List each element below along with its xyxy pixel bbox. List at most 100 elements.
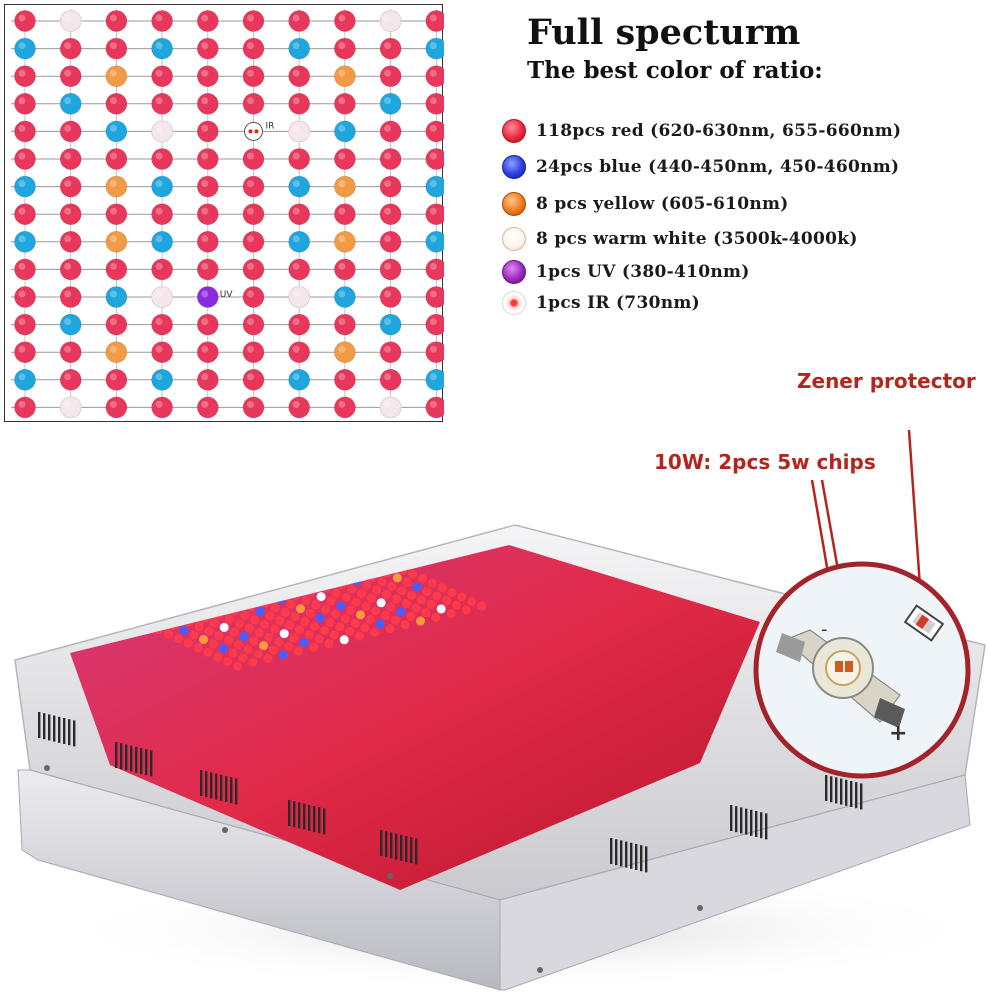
yellow-led-dot [333, 230, 356, 253]
vent-slot [735, 806, 738, 833]
white-led-dot [379, 396, 402, 419]
red-led-dot [288, 203, 311, 226]
vent-slot [43, 713, 46, 740]
panel-led [289, 633, 299, 643]
panel-led [303, 553, 313, 563]
led-dot-highlight [429, 69, 437, 77]
panel-led [255, 607, 265, 617]
panel-led [340, 614, 350, 624]
panel-led [225, 614, 235, 624]
panel-led [356, 589, 366, 599]
panel-led [228, 648, 238, 658]
led-dot-highlight [247, 152, 254, 160]
red-led-dot [14, 65, 36, 88]
yellow-led-dot [333, 65, 356, 88]
red-led-dot [196, 230, 219, 253]
led-dot-highlight [18, 235, 26, 243]
panel-led [365, 614, 375, 624]
spectrum-subtitle: The best color of ratio: [527, 57, 823, 84]
vent-slot [58, 716, 61, 743]
white-led-dot [151, 120, 174, 143]
panel-led [343, 550, 353, 560]
blue-led-dot [59, 313, 82, 336]
led-dot-highlight [64, 207, 72, 215]
panel-led [234, 619, 244, 629]
red-led-dot [242, 368, 265, 391]
red-led-dot [196, 37, 219, 60]
panel-led [219, 622, 229, 632]
panel-led [145, 599, 155, 609]
panel-led [204, 626, 214, 636]
panel-led [260, 619, 270, 629]
panel-led [211, 575, 221, 585]
blue-led-dot [333, 120, 356, 143]
screw-icon [44, 765, 50, 771]
panel-led [264, 632, 274, 642]
panel-led [325, 617, 335, 627]
panel-led [314, 545, 324, 546]
panel-led [228, 551, 237, 560]
panel-led [338, 558, 348, 568]
red-led-dot [333, 92, 356, 115]
panel-led [176, 570, 186, 580]
led-dot-highlight [384, 69, 392, 77]
red-led-dot [242, 230, 265, 253]
led-dot-highlight [338, 235, 346, 243]
panel-led [262, 556, 272, 566]
vent-slot [640, 845, 643, 872]
panel-led [261, 577, 271, 587]
panel-led [185, 596, 195, 606]
white-led-dot [288, 120, 311, 143]
red-led-dot [242, 92, 265, 115]
led-dot-highlight [384, 152, 392, 160]
panel-led [396, 607, 406, 617]
panel-led [377, 577, 387, 587]
panel-led [216, 588, 226, 598]
vent-slot [215, 773, 218, 800]
red-led-dot [333, 396, 356, 419]
red-led-dot [379, 258, 402, 281]
panel-led [299, 638, 309, 648]
panel-led [182, 562, 192, 572]
red-led-dot [242, 258, 265, 281]
red-led-dot [59, 120, 82, 143]
red-led-dot [105, 396, 128, 419]
led-dot-highlight [201, 69, 209, 77]
white-led-dot [151, 286, 174, 308]
led-dot-highlight [109, 400, 117, 408]
red-led-dot [242, 396, 265, 419]
panel-led [339, 635, 349, 645]
panel-led [321, 604, 331, 614]
led-dot-highlight [292, 318, 300, 326]
vent-slot [410, 837, 413, 864]
warm-white-led-icon [502, 227, 526, 251]
panel-led [207, 563, 217, 573]
led-dot-highlight [247, 69, 254, 77]
panel-led [417, 574, 427, 584]
panel-led [386, 602, 396, 612]
led-dot-highlight [155, 345, 163, 353]
panel-led [387, 581, 397, 591]
panel-led [309, 642, 319, 652]
panel-led [229, 627, 239, 637]
led-dot-highlight [18, 69, 26, 77]
led-dot-highlight [292, 207, 300, 215]
panel-led [301, 595, 311, 605]
panel-led [477, 601, 487, 611]
red-led-dot [105, 258, 128, 281]
white-led-dot [288, 286, 311, 308]
panel-led [446, 609, 456, 619]
panel-led [208, 639, 218, 649]
panel-led [307, 566, 317, 576]
led-dot-highlight [247, 14, 254, 22]
panel-led [227, 572, 237, 582]
red-led-dot [196, 313, 219, 336]
panel-led [407, 590, 417, 600]
led-dot-highlight [292, 69, 300, 77]
vent-slot [850, 781, 853, 807]
led-dot-highlight [64, 14, 72, 22]
red-led-dot [242, 286, 265, 308]
panel-led [313, 558, 323, 568]
led-dot-highlight [18, 152, 26, 160]
panel-led [140, 586, 150, 596]
